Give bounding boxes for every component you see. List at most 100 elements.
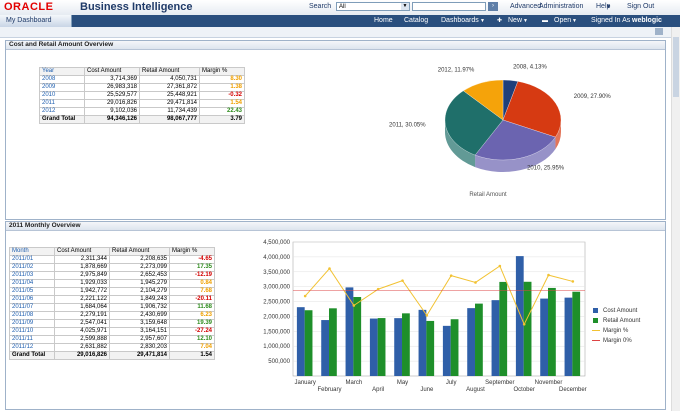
- table-row: 2011/03 2,975,849 2,652,453 -12.19: [9, 271, 215, 280]
- x-tick-label: November: [535, 380, 563, 386]
- legend-label: Retail Amount: [603, 318, 641, 324]
- x-tick-label: October: [513, 387, 534, 393]
- table-row: 2011/07 1,684,064 1,906,732 11.68: [9, 303, 215, 312]
- help-link[interactable]: Help: [596, 3, 611, 10]
- table-cell: 1,878,669: [54, 263, 110, 272]
- nav-open[interactable]: Open: [554, 17, 572, 24]
- row-link[interactable]: 2011/11: [9, 335, 55, 344]
- bar-retail-amount: [426, 320, 435, 376]
- row-link[interactable]: 2011/03: [9, 271, 55, 280]
- bar-retail-amount: [450, 319, 459, 376]
- pie-slice: [502, 81, 562, 138]
- administration-link[interactable]: Administration: [539, 3, 584, 10]
- bar-cost-amount: [515, 256, 524, 376]
- table-cell: 2,104,279: [109, 287, 170, 296]
- x-tick-label: September: [485, 380, 514, 386]
- vertical-scrollbar[interactable]: [671, 27, 680, 411]
- row-link[interactable]: 2011/08: [9, 311, 55, 320]
- legend-label: Margin 0%: [603, 338, 632, 344]
- margin-percent-point: [401, 279, 404, 282]
- table-row: 2011/02 1,878,669 2,273,099 17.35: [9, 263, 215, 272]
- x-tick-label: December: [559, 387, 587, 393]
- column-header[interactable]: Retail Amount: [109, 247, 170, 256]
- column-header[interactable]: Margin %: [169, 247, 215, 256]
- bar-cost-amount: [540, 298, 549, 376]
- y-tick-label: 2,000,000: [263, 314, 290, 320]
- table-row: 2011/05 1,942,772 2,104,279 7.68: [9, 287, 215, 296]
- table-row: 2011/06 2,221,122 1,849,243 -20.11: [9, 295, 215, 304]
- row-link[interactable]: 2011/10: [9, 327, 55, 336]
- search-go-icon[interactable]: ›: [488, 2, 498, 11]
- new-icon: ✚: [497, 18, 503, 24]
- row-link[interactable]: 2011/07: [9, 303, 55, 312]
- table-cell: 7.04: [169, 343, 215, 352]
- tab-my-dashboard[interactable]: My Dashboard: [0, 15, 72, 27]
- pie-slice: [444, 90, 504, 156]
- row-link[interactable]: 2011/12: [9, 343, 55, 352]
- top-bar: ORACLE Business Intelligence Search All …: [0, 0, 680, 16]
- page-options-icon[interactable]: [655, 28, 663, 35]
- chevron-down-icon[interactable]: ▼: [401, 3, 409, 10]
- row-link[interactable]: 2011/01: [9, 255, 55, 264]
- page-toolbar: [0, 27, 680, 38]
- legend-swatch: [593, 318, 598, 323]
- bar-retail-amount: [353, 297, 362, 376]
- column-header[interactable]: Month: [9, 247, 55, 256]
- table-cell: 1,929,033: [54, 279, 110, 288]
- total-cell: 1.54: [169, 351, 215, 360]
- nav-new[interactable]: New: [508, 17, 523, 24]
- row-link[interactable]: 2011/06: [9, 295, 55, 304]
- table-cell: 2,547,041: [54, 319, 110, 328]
- x-tick-label: August: [466, 387, 485, 393]
- row-link[interactable]: 2011/05: [9, 287, 55, 296]
- grand-total-row: Grand Total 29,016,826 29,471,814 1.54: [9, 351, 215, 360]
- product-title: Business Intelligence: [80, 1, 193, 13]
- margin-percent-point: [449, 274, 453, 277]
- bar-cost-amount: [418, 309, 427, 376]
- table-cell: 2,279,191: [54, 311, 110, 320]
- pie-slice-label: 2010, 25.95%: [527, 165, 565, 171]
- table-cell: 2,221,122: [54, 295, 110, 304]
- sign-out-link[interactable]: Sign Out: [627, 3, 655, 10]
- column-header[interactable]: Cost Amount: [54, 247, 110, 256]
- table-row: 2011/09 2,547,041 3,159,648 19.39: [9, 319, 215, 328]
- table-cell: 2,273,099: [109, 263, 170, 272]
- nav-catalog[interactable]: Catalog: [404, 17, 429, 24]
- row-link[interactable]: 2011/02: [9, 263, 55, 272]
- help-chevron-icon[interactable]: ▼: [606, 4, 611, 10]
- table-row: 2011/08 2,279,191 2,430,699 6.23: [9, 311, 215, 320]
- margin-percent-point: [328, 267, 331, 270]
- table-cell: 0.84: [169, 279, 215, 288]
- table-cell: 7.68: [169, 287, 215, 296]
- table-row: 2011/11 2,599,888 2,957,607 12.10: [9, 335, 215, 344]
- dashboards-chevron-icon[interactable]: ▼: [480, 18, 485, 24]
- search-scope-select[interactable]: All ▼: [336, 2, 410, 11]
- table-cell: 1,849,243: [109, 295, 170, 304]
- table-cell: 2,599,888: [54, 335, 110, 344]
- bar-cost-amount: [394, 318, 403, 376]
- pie-slice-label: 2011, 30.05%: [389, 123, 426, 129]
- folder-icon: ▬: [542, 18, 548, 24]
- x-tick-label: April: [372, 387, 384, 393]
- x-tick-label: January: [294, 380, 315, 386]
- nav-dashboards[interactable]: Dashboards: [441, 17, 479, 24]
- bar-cost-amount: [442, 325, 451, 376]
- advanced-link[interactable]: Advanced: [510, 3, 542, 10]
- signed-in-user[interactable]: weblogic: [632, 17, 662, 24]
- row-link[interactable]: 2011/04: [9, 279, 55, 288]
- margin-percent-point: [352, 304, 356, 307]
- total-cell: 29,471,814: [109, 351, 170, 360]
- margin-percent-point: [571, 280, 575, 283]
- nav-home[interactable]: Home: [374, 17, 393, 24]
- margin-percent-point: [474, 281, 477, 284]
- margin-percent-point: [425, 314, 429, 317]
- search-input[interactable]: [412, 2, 486, 11]
- bar-retail-amount: [572, 291, 581, 376]
- open-chevron-icon[interactable]: ▼: [572, 18, 577, 24]
- scrollbar-thumb[interactable]: [673, 37, 679, 97]
- bar-retail-amount: [523, 281, 532, 376]
- new-chevron-icon[interactable]: ▼: [523, 18, 528, 24]
- row-link[interactable]: 2011/09: [9, 319, 55, 328]
- bar-retail-amount: [499, 281, 508, 376]
- x-tick-label: July: [446, 380, 457, 386]
